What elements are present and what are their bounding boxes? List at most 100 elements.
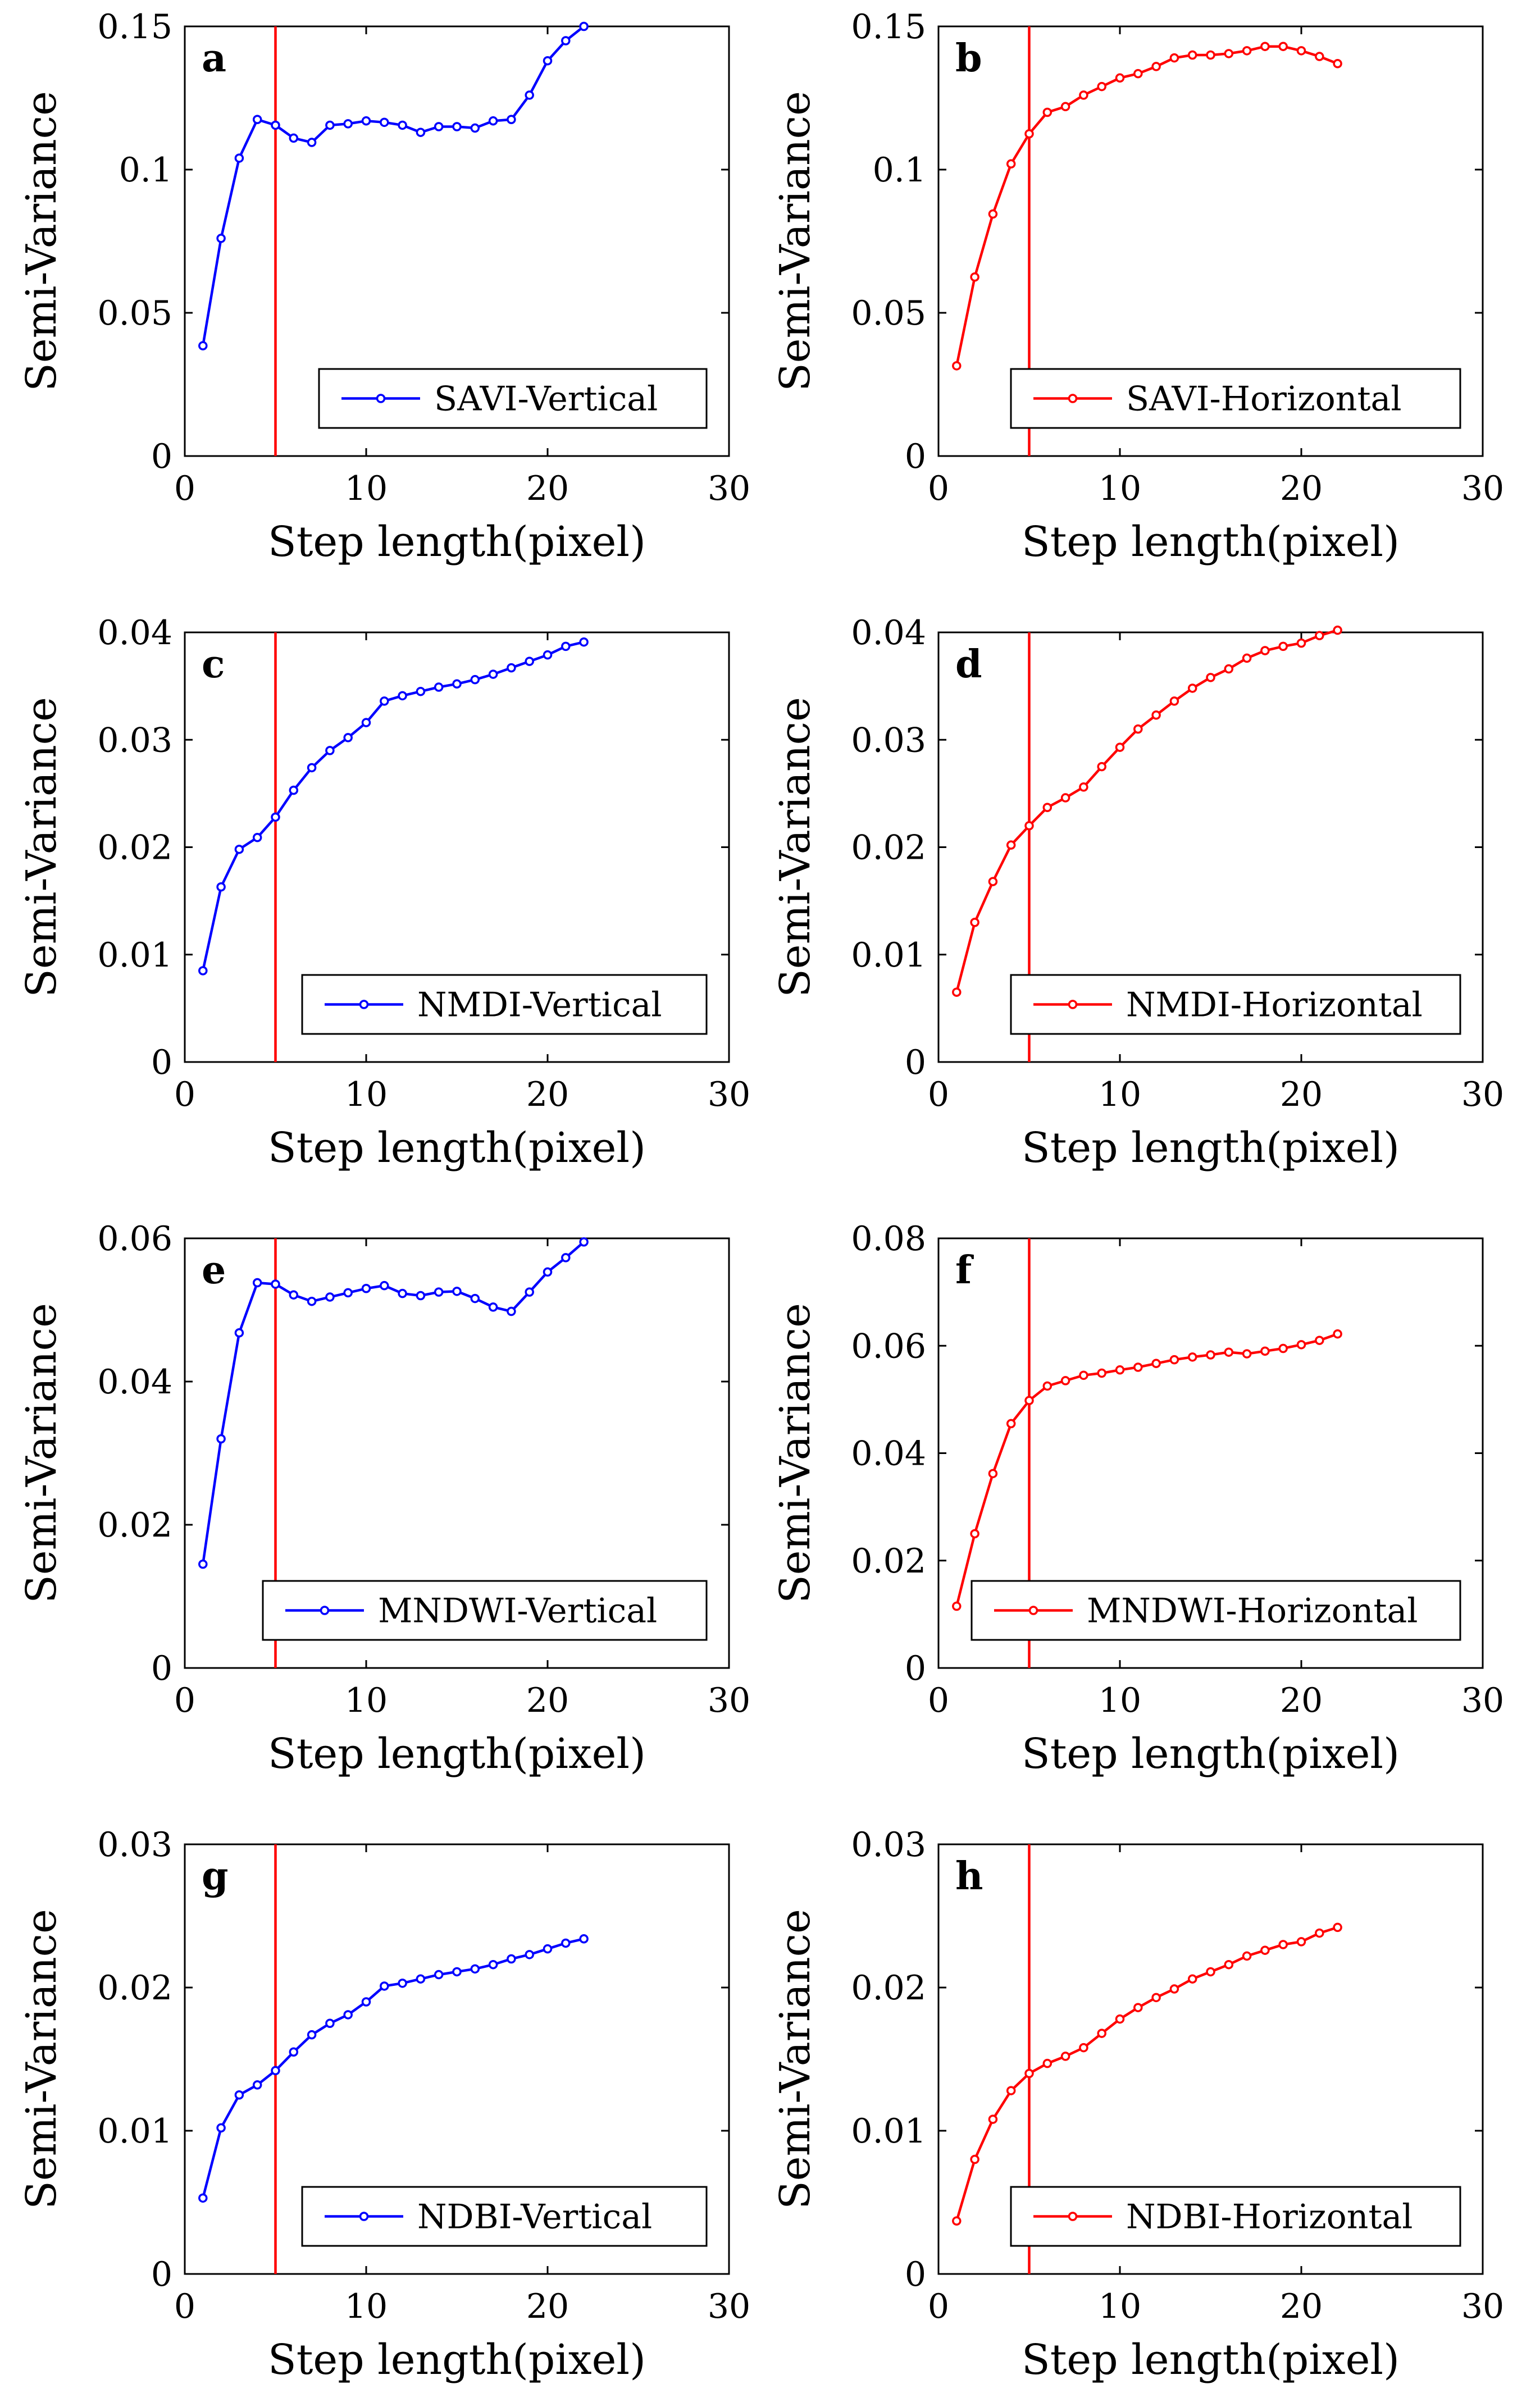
x-tick-label: 30 [708, 2287, 750, 2326]
x-tick-label: 0 [174, 1681, 195, 1720]
x-tick-label: 10 [1099, 1681, 1141, 1720]
data-point [1242, 1951, 1252, 1961]
data-point [561, 1253, 571, 1262]
x-tick-label: 10 [345, 1681, 388, 1720]
x-tick-label: 0 [928, 2287, 949, 2326]
data-point [1169, 1984, 1179, 1994]
data-point [1151, 1359, 1161, 1369]
y-tick-label: 0.04 [851, 1434, 926, 1474]
series-line [202, 1241, 585, 1565]
data-point [1315, 631, 1324, 640]
data-point [398, 1979, 407, 1988]
data-point [1169, 696, 1179, 706]
data-point [307, 138, 317, 147]
data-point [343, 733, 353, 742]
y-tick-label: 0 [151, 1649, 172, 1688]
y-axis-label: Semi-Variance [771, 91, 819, 391]
data-point [361, 1997, 371, 2007]
data-point [1151, 1993, 1161, 2003]
data-point [325, 2018, 335, 2028]
y-axis-label: Semi-Variance [17, 1303, 66, 1603]
data-point [1042, 2058, 1053, 2068]
data-point [434, 682, 444, 692]
series-line [955, 1926, 1338, 2222]
data-point [1115, 1365, 1125, 1375]
legend: NDBI-Horizontal [1010, 2186, 1461, 2247]
data-point [289, 2047, 299, 2057]
legend-marker-sample [376, 394, 386, 403]
data-point [1315, 1336, 1324, 1345]
data-point [1315, 52, 1324, 61]
data-point [289, 133, 299, 143]
data-point [198, 2193, 208, 2203]
data-point [1278, 42, 1288, 51]
data-point [1260, 1346, 1270, 1356]
x-tick-label: 20 [526, 1681, 569, 1720]
data-point [1187, 50, 1197, 60]
x-axis-label: Step length(pixel) [268, 2336, 646, 2384]
data-point [361, 1284, 371, 1293]
y-tick-label: 0.1 [873, 151, 926, 190]
legend-label: NMDI-Horizontal [1126, 986, 1423, 1025]
data-point [988, 2114, 998, 2124]
x-tick-label: 10 [345, 1075, 388, 1114]
data-point [343, 119, 353, 129]
data-point [1079, 2043, 1088, 2053]
data-point [198, 341, 208, 350]
data-point [289, 785, 299, 795]
data-point [234, 153, 244, 163]
y-tick-label: 0.1 [119, 151, 172, 190]
y-tick-label: 0.02 [97, 1968, 172, 2008]
y-tick-label: 0.06 [97, 1219, 172, 1259]
data-point [325, 120, 335, 130]
data-point [1097, 2029, 1106, 2038]
x-axis-label: Step length(pixel) [1022, 2336, 1400, 2384]
data-point [1133, 2003, 1143, 2012]
data-point [1060, 102, 1070, 112]
data-point [561, 1938, 571, 1948]
data-point [198, 1559, 208, 1569]
data-point [416, 127, 426, 137]
x-tick-label: 30 [1461, 2287, 1504, 2326]
data-point [325, 1292, 335, 1302]
x-tick-label: 10 [345, 469, 388, 508]
panel-letter: c [202, 642, 225, 687]
data-point [1206, 1350, 1215, 1360]
y-axis-label: Semi-Variance [771, 1303, 819, 1603]
y-tick-label: 0.02 [97, 1506, 172, 1545]
data-point [234, 845, 244, 854]
panel-f: 0 10 20 30 0 0.02 0.04 0.06 0.08 Step length(pixe… [771, 1219, 1504, 1778]
data-point [1097, 762, 1106, 772]
legend-marker-sample [359, 1000, 369, 1009]
data-point [361, 116, 371, 126]
data-point [252, 833, 262, 842]
data-point [952, 987, 962, 997]
y-tick-label: 0.04 [97, 1362, 172, 1402]
legend-label: MNDWI-Horizontal [1087, 1592, 1418, 1631]
x-tick-label: 10 [1099, 2287, 1141, 2326]
x-tick-label: 0 [174, 469, 195, 508]
data-point [470, 123, 480, 133]
data-point [543, 1944, 553, 1954]
y-tick-label: 0.02 [97, 828, 172, 868]
y-tick-label: 0.01 [97, 936, 172, 975]
data-point [579, 637, 589, 647]
data-point [1133, 1362, 1143, 1372]
data-point [1296, 1937, 1306, 1947]
panel-b: 0 10 20 30 0 0.05 0.1 0.15 Step length(pixel) Sem… [771, 7, 1504, 566]
data-point [416, 686, 426, 696]
data-point [216, 2123, 226, 2133]
data-point [1151, 710, 1161, 720]
data-point [252, 115, 262, 124]
data-point [307, 763, 317, 773]
y-tick-label: 0.03 [851, 721, 926, 760]
x-tick-label: 10 [345, 2287, 388, 2326]
y-tick-label: 0.15 [851, 7, 926, 47]
panel-g: 0 10 20 30 0 0.01 0.02 0.03 Step length(pixel) Se… [17, 1825, 750, 2384]
data-point [1042, 107, 1053, 117]
data-point [1206, 673, 1215, 682]
y-tick-label: 0.06 [851, 1327, 926, 1366]
data-point [488, 1302, 498, 1312]
data-point [434, 1287, 444, 1297]
